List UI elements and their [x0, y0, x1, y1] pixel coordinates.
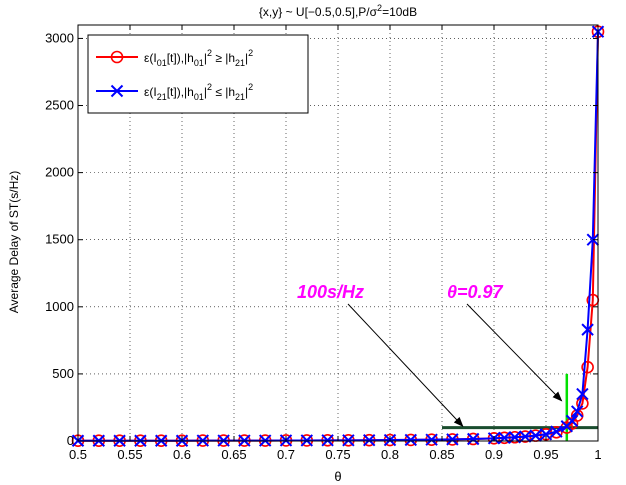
- x-tick-label: 0.65: [221, 447, 246, 462]
- data-point: [404, 433, 418, 447]
- data-point: [466, 432, 480, 446]
- data-point: [550, 425, 563, 438]
- legend-entry-2: ε(I21[t]),|h01|2 ≤ |h21|2: [96, 82, 253, 102]
- x-tick-label: 0.9: [485, 447, 503, 462]
- x-axis-label: θ: [334, 469, 341, 484]
- data-point: [342, 434, 355, 447]
- x-tick-label: 0.75: [325, 447, 350, 462]
- x-tick-label: 0.5: [69, 447, 87, 462]
- x-tick-label: 0.95: [533, 447, 558, 462]
- data-point: [586, 233, 600, 246]
- data-point: [518, 430, 532, 443]
- annotation-arrow: [466, 303, 563, 402]
- y-tick-label: 1500: [45, 232, 74, 247]
- x-tick-label: 0.55: [117, 447, 142, 462]
- annotation-label: 100s/Hz: [297, 282, 364, 302]
- y-tick-label: 500: [52, 366, 74, 381]
- annotation-label: θ=0.97: [447, 282, 504, 302]
- legend-marker: [110, 50, 124, 64]
- y-tick-label: 1000: [45, 299, 74, 314]
- data-point: [581, 360, 594, 374]
- legend-entry-1: ε(I01[t]),|h01|2 ≥ |h21|2: [96, 48, 253, 68]
- legend-box: [87, 34, 309, 114]
- data-point: [362, 433, 376, 447]
- data-point: [581, 323, 594, 336]
- data-point: [446, 433, 459, 446]
- data-point: [576, 387, 589, 401]
- data-point: [300, 434, 314, 447]
- legend-marker: [110, 84, 124, 98]
- chart-title: {x,y} ~ U[−0.5,0.5],P/σ2=10dB: [259, 3, 417, 19]
- data-point: [570, 405, 584, 418]
- annotation-arrow: [347, 303, 464, 427]
- ticks: 0.5 0.55 0.6 0.65 0.7 0.75 0.8 0.85 0.9 0.95 1 0 500…: [45, 25, 602, 462]
- legend-label: ε(I01[t]),|h01|2 ≥ |h21|2: [144, 48, 253, 68]
- y-tick-label: 2500: [45, 98, 74, 113]
- data-point: [321, 434, 334, 447]
- data-point: [529, 429, 542, 442]
- y-tick-label: 2000: [45, 165, 74, 180]
- legend: ε(I01[t]),|h01|2 ≥ |h21|2 ε(I21[t]),|h01|…: [87, 34, 309, 114]
- legend-label: ε(I21[t]),|h01|2 ≤ |h21|2: [144, 82, 253, 102]
- x-tick-label: 1: [594, 447, 601, 462]
- data-point: [425, 433, 438, 446]
- x-tick-label: 0.8: [381, 447, 399, 462]
- x-tick-label: 0.6: [173, 447, 191, 462]
- x-tick-label: 0.85: [429, 447, 454, 462]
- data-point: [565, 414, 579, 428]
- x-tick-label: 0.7: [277, 447, 295, 462]
- data-point: [576, 397, 589, 410]
- annotations: 100s/Hz θ=0.97: [297, 282, 563, 427]
- y-tick-label: 3000: [45, 30, 74, 45]
- data-point: [539, 428, 553, 441]
- y-axis-label: Average Delay of ST(s/Hz): [7, 171, 21, 314]
- y-tick-label: 0: [67, 433, 74, 448]
